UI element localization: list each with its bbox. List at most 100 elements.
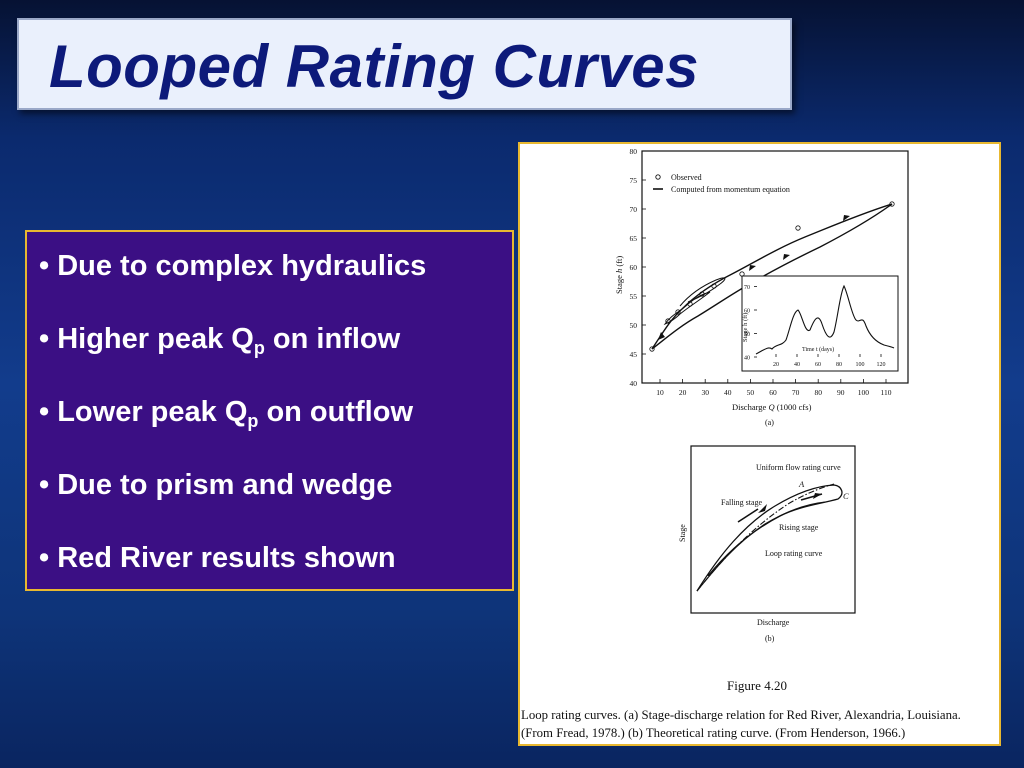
panel-b-frame	[690, 445, 856, 614]
x-tick-label: 10	[656, 388, 664, 397]
falling-stage-arrow	[758, 504, 767, 513]
inset-x-tick-label: 120	[877, 362, 886, 368]
y-tick-label: 70	[630, 205, 638, 214]
bullet-text-tail: on outflow	[258, 396, 414, 428]
observed-point	[699, 291, 705, 297]
inset-x-tick-label: 100	[856, 362, 865, 368]
panel-a-xlabel: Discharge Q (1000 cfs)	[732, 402, 812, 412]
arrow-marker	[843, 215, 850, 221]
figure-number: Figure 4.20	[727, 678, 787, 693]
panel-b-ylabel: Stage	[678, 524, 687, 542]
inset-y-tick-label: 50	[744, 332, 750, 338]
inset-stage-hydrograph	[755, 284, 895, 355]
bullet-glyph: •	[39, 323, 50, 355]
observed-point	[675, 309, 681, 315]
inset-x-tick-label: 60	[815, 362, 821, 368]
loop-rating-label: Loop rating curve	[765, 549, 823, 558]
bullet-text-tail: on inflow	[264, 323, 401, 355]
rising-stage-curve	[696, 501, 826, 592]
y-tick-label: 60	[630, 263, 638, 272]
bullet-glyph: •	[39, 469, 50, 501]
panel-a-sublabel: (a)	[765, 418, 774, 427]
inset-y-tick-label: 70	[744, 285, 750, 291]
title-box: Looped Rating Curves	[17, 18, 792, 110]
observed-point	[711, 283, 717, 289]
x-tick-label: 100	[858, 388, 870, 397]
observed-point	[889, 201, 895, 207]
legend-observed-icon	[655, 174, 661, 180]
uniform-flow-line	[696, 483, 835, 592]
observed-point	[649, 346, 655, 352]
panel-a-x-ticks: 10 20 30 40 50 60 70 80 90 100 110	[656, 379, 892, 397]
caption-line-2: (From Fread, 1978.) (b) Theoretical rati…	[521, 726, 906, 740]
slide-title: Looped Rating Curves	[49, 33, 700, 100]
panel-a-ylabel: Stage h (ft)	[614, 256, 624, 294]
panel-b-xlabel: Discharge	[757, 618, 790, 627]
inset-x-ticks: 20 40 60 80 100 120	[773, 354, 886, 368]
falling-arrow-shaft	[737, 508, 759, 523]
inset-y-tick-label: 60	[744, 309, 750, 315]
inset-frame	[741, 275, 899, 372]
point-c-label: C	[843, 491, 849, 501]
y-tick-label: 40	[630, 379, 638, 388]
y-tick-label: 75	[630, 176, 638, 185]
x-tick-label: 40	[724, 388, 732, 397]
y-tick-label: 55	[630, 292, 638, 301]
panel-a-y-ticks: 40 45 50 55 60 65 70 75 80	[630, 147, 646, 388]
bullet-text: Lower peak Q	[57, 396, 248, 428]
bullet-text: Due to complex hydraulics	[57, 250, 427, 282]
loop-curve-upper	[651, 203, 893, 350]
bullet-item: • Higher peak Qp on inflow	[39, 323, 400, 359]
rising-stage-label: Rising stage	[779, 523, 819, 532]
bullet-text: Due to prism and wedge	[57, 469, 393, 501]
inset-y-ticks: 40 50 60 70	[744, 285, 757, 362]
bullet-item: • Lower peak Qp on outflow	[39, 396, 413, 432]
arrow-marker	[658, 332, 665, 340]
inset-x-tick-label: 80	[836, 362, 842, 368]
x-tick-label: 90	[837, 388, 845, 397]
inset-y-tick-label: 40	[744, 356, 750, 362]
figure-panel: 40 45 50 55 60 65 70 75 80 10 20 30 40 50 60 70 80 90 100…	[518, 142, 1001, 746]
falling-stage-label: Falling stage	[721, 498, 763, 507]
subscript: p	[253, 338, 265, 358]
legend-observed: Observed	[671, 173, 702, 182]
uniform-flow-label: Uniform flow rating curve	[756, 463, 841, 472]
legend-computed: Computed from momentum equation	[671, 185, 790, 194]
figure-drawing: 40 45 50 55 60 65 70 75 80 10 20 30 40 50 60 70 80 90 100…	[614, 147, 909, 643]
x-tick-label: 30	[701, 388, 709, 397]
x-tick-label: 70	[792, 388, 800, 397]
arrow-marker	[749, 265, 756, 271]
bullet-glyph: •	[39, 250, 50, 282]
bullet-text: Red River results shown	[57, 542, 396, 574]
arrow-marker	[783, 254, 790, 260]
y-tick-label: 80	[630, 147, 638, 156]
inset-x-tick-label: 40	[794, 362, 800, 368]
observed-point	[665, 318, 671, 324]
inset-ylabel: Stage h (ft)	[742, 313, 749, 342]
inset-x-tick-label: 20	[773, 362, 779, 368]
bullet-glyph: •	[39, 542, 50, 574]
x-tick-label: 80	[814, 388, 822, 397]
bullet-item: • Due to complex hydraulics	[39, 250, 426, 283]
y-tick-label: 65	[630, 234, 638, 243]
loop-curve-small	[663, 291, 711, 326]
x-tick-label: 110	[881, 388, 892, 397]
subscript: p	[247, 411, 259, 431]
inset-xlabel: Time t (days)	[802, 346, 834, 353]
bullet-item: • Red River results shown	[39, 542, 396, 575]
rising-arrow-shaft	[800, 493, 823, 501]
observed-point	[795, 225, 801, 231]
y-tick-label: 50	[630, 321, 638, 330]
bullet-item: • Due to prism and wedge	[39, 469, 392, 502]
x-tick-label: 20	[679, 388, 687, 397]
caption-line-1: Loop rating curves. (a) Stage-discharge …	[521, 708, 961, 722]
bullet-text: Higher peak Q	[57, 323, 254, 355]
loop-rating-curve	[696, 484, 843, 592]
panel-b-sublabel: (b)	[765, 634, 775, 643]
y-tick-label: 45	[630, 350, 638, 359]
bullet-list: • Due to complex hydraulics • Higher pea…	[25, 230, 514, 591]
observed-point	[687, 301, 693, 307]
x-tick-label: 50	[747, 388, 755, 397]
bullet-glyph: •	[39, 396, 50, 428]
x-tick-label: 60	[769, 388, 777, 397]
